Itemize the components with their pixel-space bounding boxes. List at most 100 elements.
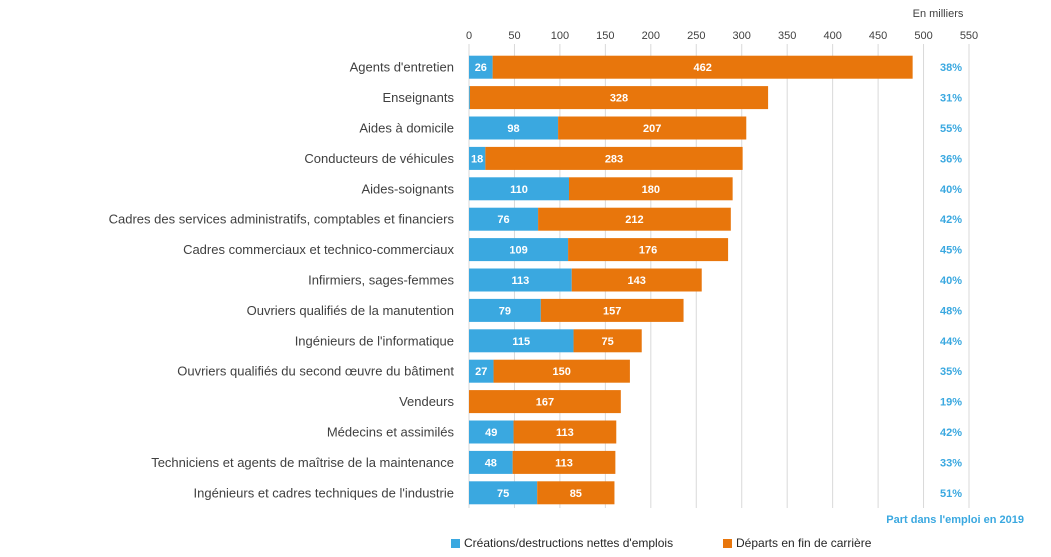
category-label: Vendeurs bbox=[399, 394, 454, 409]
legend-item-departs: Départs en fin de carrière bbox=[723, 536, 871, 550]
data-label-creations: 49 bbox=[485, 427, 497, 439]
bar-creations bbox=[469, 86, 470, 110]
x-tick-label-500: 500 bbox=[914, 30, 932, 42]
share-value: 36% bbox=[940, 153, 962, 165]
bar-departs bbox=[493, 359, 630, 383]
bar-departs bbox=[538, 207, 731, 231]
share-value: 19% bbox=[940, 397, 962, 409]
data-label-creations: 115 bbox=[512, 336, 530, 348]
data-label-creations: 98 bbox=[507, 123, 519, 135]
bar-departs bbox=[492, 55, 913, 79]
bar-departs bbox=[469, 86, 769, 110]
share-value: 38% bbox=[940, 62, 962, 74]
share-value: 40% bbox=[940, 275, 962, 287]
data-label-departs: 207 bbox=[643, 123, 661, 135]
data-label-creations: 76 bbox=[497, 214, 509, 226]
category-label: Cadres des services administratifs, comp… bbox=[109, 212, 455, 227]
x-tick-label-50: 50 bbox=[508, 30, 520, 42]
bar-creations bbox=[469, 116, 559, 140]
bar-departs bbox=[558, 116, 747, 140]
share-value: 48% bbox=[940, 305, 962, 317]
bar-departs bbox=[537, 481, 615, 505]
bar-departs bbox=[540, 298, 684, 322]
data-label-departs: 143 bbox=[628, 275, 646, 287]
share-value: 35% bbox=[940, 366, 962, 378]
bar-creations bbox=[469, 238, 569, 262]
x-tick-label-300: 300 bbox=[733, 30, 751, 42]
share-value: 33% bbox=[940, 457, 962, 469]
bar-departs bbox=[469, 390, 621, 414]
category-label: Ouvriers qualifiés du second œuvre du bâ… bbox=[177, 364, 454, 379]
bar-creations bbox=[469, 55, 493, 79]
bar-departs bbox=[571, 268, 702, 292]
bar-creations bbox=[469, 450, 513, 474]
data-label-departs: 157 bbox=[603, 305, 621, 317]
category-label: Aides à domicile bbox=[359, 121, 454, 136]
x-tick-label-0: 0 bbox=[466, 30, 472, 42]
share-value: 55% bbox=[940, 123, 962, 135]
bar-departs bbox=[485, 146, 743, 170]
stacked-bar-chart: 0 50 100 150 200 250 300 350 400 450 500 550 Agents … bbox=[109, 30, 978, 508]
legend-swatch-creations bbox=[451, 538, 460, 548]
category-label: Ingénieurs de l'informatique bbox=[295, 333, 454, 348]
data-label-departs: 212 bbox=[625, 214, 643, 226]
share-value: 40% bbox=[940, 184, 962, 196]
bar-departs bbox=[513, 420, 617, 444]
data-label-departs: 113 bbox=[556, 427, 574, 439]
data-label-creations: 18 bbox=[471, 153, 483, 165]
legend-swatch-departs bbox=[723, 538, 732, 548]
bar-creations bbox=[469, 359, 494, 383]
share-value: 31% bbox=[940, 93, 962, 105]
data-label-creations: 113 bbox=[511, 275, 529, 287]
share-value: 44% bbox=[940, 336, 962, 348]
category-label: Ingénieurs et cadres techniques de l'ind… bbox=[194, 485, 454, 500]
data-label-departs: 75 bbox=[602, 336, 614, 348]
data-label-creations: 26 bbox=[475, 62, 487, 74]
bar-creations bbox=[469, 177, 569, 201]
category-label: Techniciens et agents de maîtrise de la … bbox=[151, 455, 454, 470]
category-label: Ouvriers qualifiés de la manutention bbox=[247, 303, 454, 318]
legend-label-creations: Créations/destructions nettes d'emplois bbox=[464, 536, 674, 550]
bar-creations bbox=[469, 329, 574, 353]
x-tick-label-200: 200 bbox=[642, 30, 660, 42]
bar-creations bbox=[469, 420, 514, 444]
data-label-departs: 176 bbox=[639, 245, 657, 257]
x-tick-label-450: 450 bbox=[869, 30, 887, 42]
category-label: Aides-soignants bbox=[362, 181, 455, 196]
bar-creations bbox=[469, 298, 541, 322]
bar-departs bbox=[569, 177, 733, 201]
bar-departs bbox=[568, 238, 729, 262]
data-label-departs: 113 bbox=[555, 457, 573, 469]
data-label-creations: 48 bbox=[485, 457, 497, 469]
data-label-creations: 79 bbox=[499, 305, 511, 317]
data-label-departs: 180 bbox=[642, 184, 660, 196]
legend-label-departs: Départs en fin de carrière bbox=[736, 536, 872, 550]
data-label-departs: 85 bbox=[570, 488, 582, 500]
data-label-departs: 167 bbox=[536, 397, 554, 409]
bar-departs bbox=[573, 329, 642, 353]
share-value: 42% bbox=[940, 427, 962, 439]
legend-item-creations: Créations/destructions nettes d'emplois bbox=[451, 536, 673, 550]
data-label-departs: 150 bbox=[553, 366, 571, 378]
data-label-departs: 462 bbox=[693, 62, 711, 74]
x-tick-label-550: 550 bbox=[960, 30, 978, 42]
share-value: 51% bbox=[940, 488, 962, 500]
legend: Créations/destructions nettes d'emplois … bbox=[0, 536, 1051, 552]
unit-label: En milliers bbox=[912, 8, 964, 20]
category-label: Infirmiers, sages-femmes bbox=[308, 273, 454, 288]
x-tick-label-400: 400 bbox=[823, 30, 841, 42]
data-label-departs: 283 bbox=[605, 153, 623, 165]
data-label-creations: 27 bbox=[475, 366, 487, 378]
bar-departs bbox=[512, 450, 616, 474]
data-label-creations: 109 bbox=[509, 245, 527, 257]
share-value: 45% bbox=[940, 245, 962, 257]
bar-creations bbox=[469, 268, 572, 292]
data-label-departs: 328 bbox=[610, 93, 628, 105]
bar-creations bbox=[469, 146, 486, 170]
category-label: Enseignants bbox=[382, 90, 454, 105]
bar-creations bbox=[469, 481, 538, 505]
share-value: 42% bbox=[940, 214, 962, 226]
x-tick-label-350: 350 bbox=[778, 30, 796, 42]
data-label-creations: 110 bbox=[510, 184, 528, 196]
x-tick-label-100: 100 bbox=[551, 30, 569, 42]
